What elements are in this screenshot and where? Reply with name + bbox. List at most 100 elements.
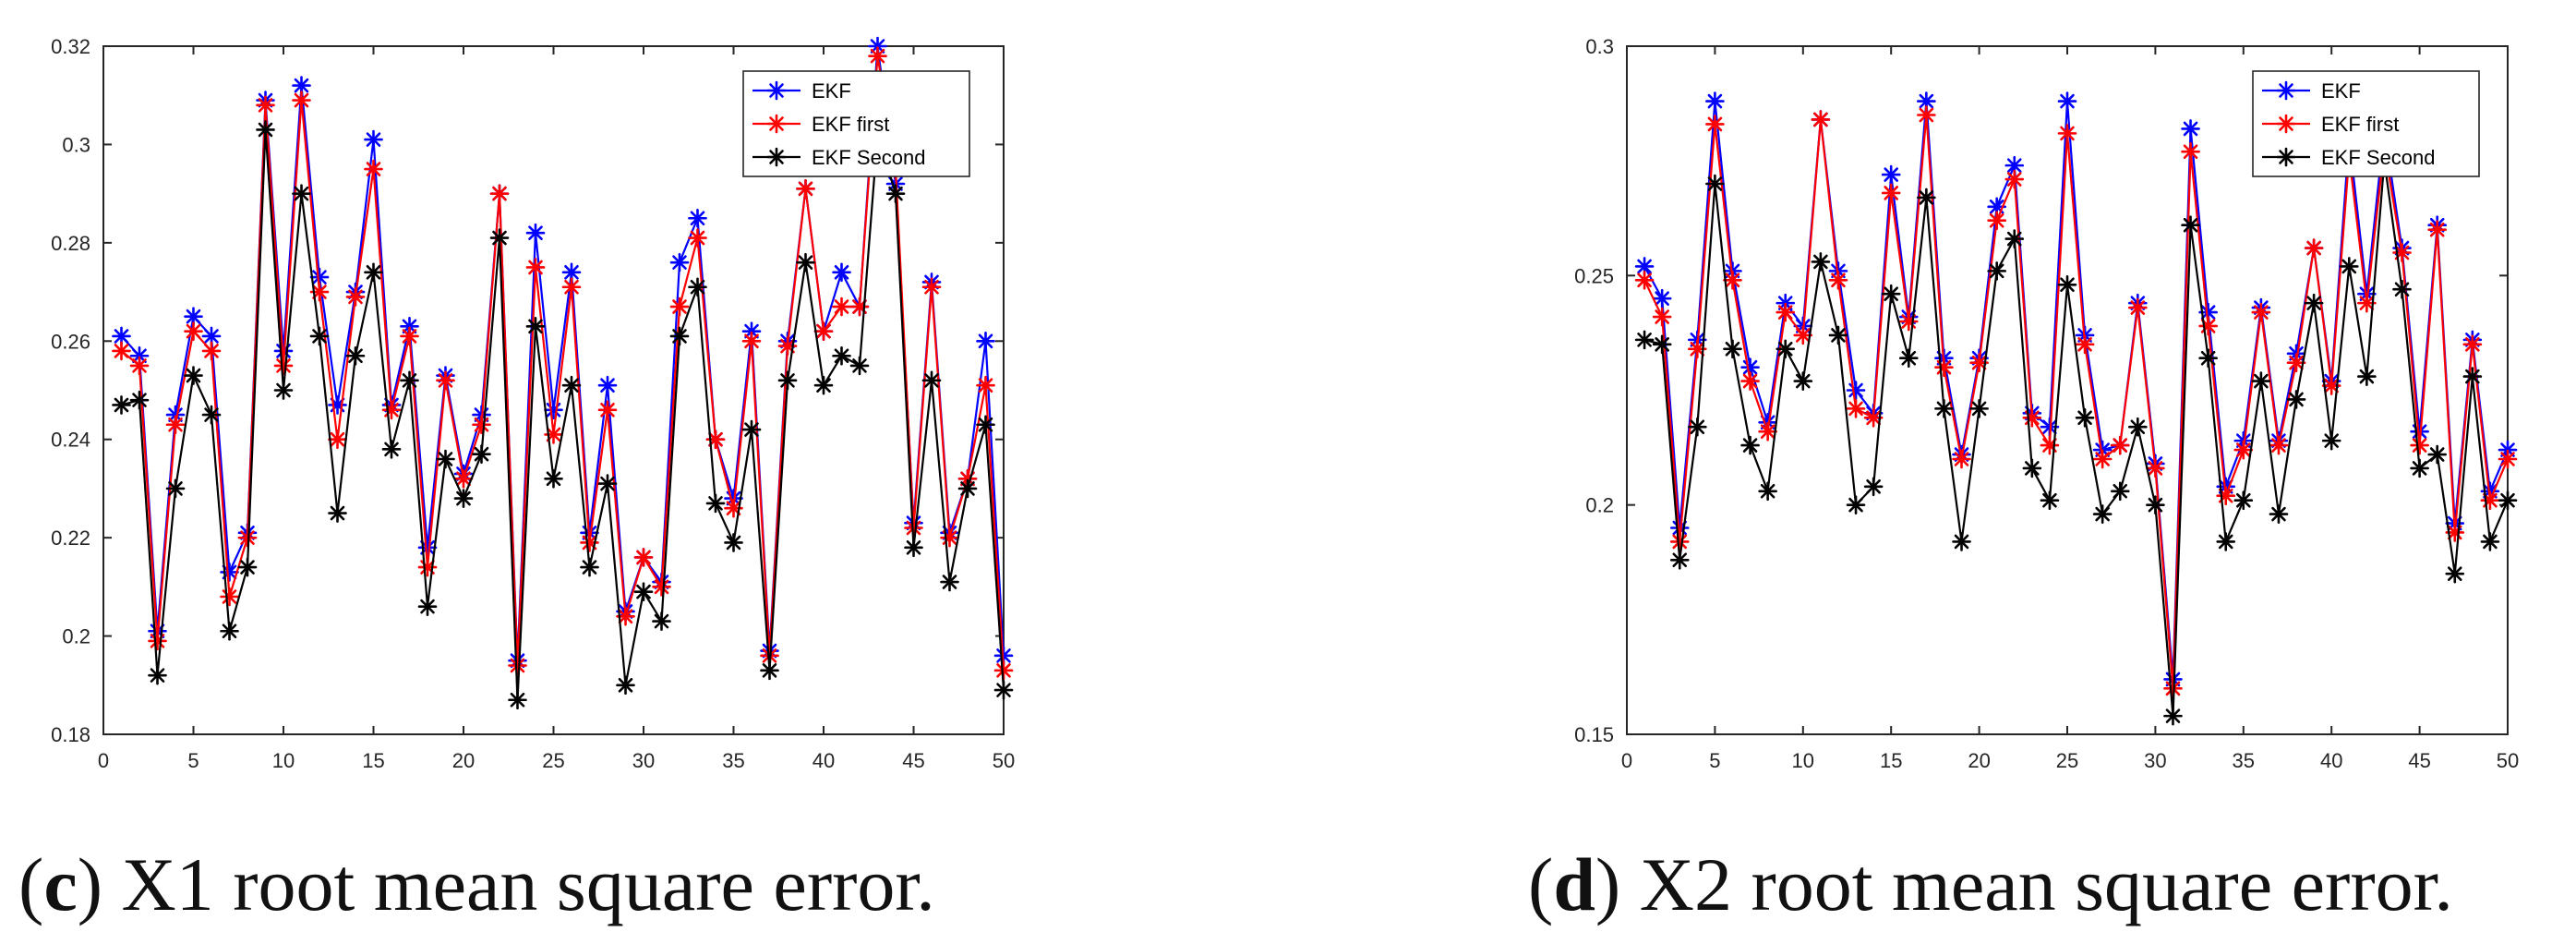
data-point xyxy=(2410,458,2429,478)
data-point xyxy=(2146,458,2165,478)
data-point xyxy=(2427,220,2447,239)
y-tick-label: 0.26 xyxy=(51,330,90,353)
series-line xyxy=(1643,115,2510,689)
data-point xyxy=(1898,348,1919,369)
data-point xyxy=(453,468,474,489)
x-tick-label: 25 xyxy=(2056,749,2078,772)
data-point xyxy=(1740,435,1760,455)
data-point xyxy=(1846,381,1866,400)
data-point xyxy=(2092,504,2113,524)
data-point xyxy=(472,415,491,435)
caption-c: (c) X1 root mean square error. xyxy=(18,842,935,926)
x-tick-label: 50 xyxy=(993,749,1015,772)
data-point xyxy=(364,129,383,150)
data-point xyxy=(2339,257,2359,276)
data-point xyxy=(1969,353,1989,373)
data-point xyxy=(1934,399,1954,418)
data-point xyxy=(472,444,491,464)
data-point xyxy=(2022,407,2042,428)
y-tick-label: 0.18 xyxy=(51,723,90,746)
data-point xyxy=(381,440,402,459)
y-tick-label: 0.2 xyxy=(1585,494,1614,517)
data-point xyxy=(2462,334,2483,355)
data-point xyxy=(129,345,150,366)
legend-entry: EKF xyxy=(2262,79,2361,103)
data-point xyxy=(489,228,510,248)
data-point xyxy=(597,400,618,420)
data-point xyxy=(921,277,942,297)
data-point xyxy=(1652,307,1672,327)
data-point xyxy=(868,46,887,66)
data-point xyxy=(381,400,402,420)
data-point xyxy=(2022,458,2042,478)
data-point xyxy=(597,375,618,395)
data-point xyxy=(2075,334,2095,355)
data-point xyxy=(796,179,815,199)
data-point xyxy=(2128,417,2148,437)
x-tick-label: 45 xyxy=(2408,749,2430,772)
data-point xyxy=(508,690,527,710)
data-point xyxy=(688,228,707,248)
legend-label: EKF first xyxy=(812,113,889,136)
series-line xyxy=(1643,161,2510,717)
data-point xyxy=(345,287,366,307)
data-point xyxy=(525,258,546,277)
y-tick-label: 0.2 xyxy=(62,625,90,648)
data-point xyxy=(1811,252,1831,272)
data-point xyxy=(1952,449,1971,469)
data-point xyxy=(580,557,599,577)
data-point xyxy=(1987,261,2006,281)
data-point xyxy=(2128,297,2148,318)
y-tick-label: 0.15 xyxy=(1574,723,1614,746)
data-point xyxy=(921,370,942,391)
data-point xyxy=(525,223,546,243)
data-point xyxy=(1952,532,1971,551)
data-point xyxy=(1705,91,1725,111)
data-point xyxy=(2427,444,2447,465)
data-point xyxy=(1987,211,2006,231)
x-tick-label: 30 xyxy=(2144,749,2166,772)
data-point xyxy=(2321,430,2341,451)
data-point xyxy=(256,120,275,139)
x-tick-label: 5 xyxy=(187,749,199,772)
x-tick-label: 50 xyxy=(2497,749,2519,772)
legend-entry: EKF xyxy=(752,79,851,103)
y-tick-label: 0.28 xyxy=(51,232,90,255)
data-point xyxy=(2198,348,2218,369)
data-point xyxy=(760,660,779,681)
data-point xyxy=(976,331,995,351)
data-point xyxy=(1846,399,1866,418)
data-point xyxy=(1652,288,1672,309)
svg-text:(c) X1 root mean square error.: (c) X1 root mean square error. xyxy=(18,842,935,926)
data-point xyxy=(364,262,383,283)
x-tick-label: 5 xyxy=(1709,749,1720,772)
data-point xyxy=(2004,229,2025,248)
data-point xyxy=(2057,274,2077,295)
data-point xyxy=(2110,435,2130,455)
data-point xyxy=(2181,119,2200,139)
data-point xyxy=(2286,390,2306,409)
data-point xyxy=(1688,417,1707,437)
chart-x2-rmse: 0 5 10 15 20 25 30 35 40 45 500.150.20.250.3EKFEKF… xyxy=(1574,35,2519,772)
x-tick-label: 20 xyxy=(452,749,475,772)
y-tick-label: 0.3 xyxy=(62,133,90,156)
data-point xyxy=(1705,115,1725,134)
data-point xyxy=(436,449,455,469)
data-point xyxy=(1634,257,1655,276)
data-point xyxy=(777,336,798,356)
data-point xyxy=(256,95,275,115)
data-point xyxy=(544,468,563,489)
caption-text: X2 root mean square error. xyxy=(1640,842,2453,926)
data-point xyxy=(669,297,690,317)
data-point xyxy=(1669,532,1690,551)
data-point xyxy=(2269,435,2289,455)
svg-text:(d) X2 root mean square error.: (d) X2 root mean square error. xyxy=(1528,842,2453,926)
data-point xyxy=(309,326,330,346)
data-point xyxy=(292,184,311,203)
legend-swatch-marker xyxy=(2276,80,2296,101)
data-point xyxy=(2110,481,2130,502)
data-point xyxy=(2480,532,2500,551)
data-point xyxy=(112,341,131,361)
x-tick-label: 45 xyxy=(902,749,924,772)
data-point xyxy=(2146,495,2165,514)
